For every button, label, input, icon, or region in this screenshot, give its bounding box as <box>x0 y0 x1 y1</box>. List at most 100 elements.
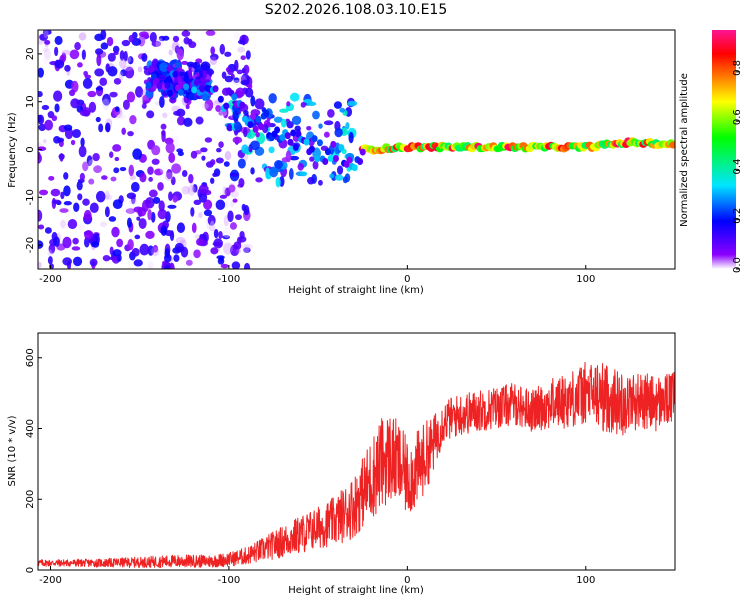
spectrogram-cell <box>102 93 111 106</box>
spectrogram-cell <box>203 199 213 210</box>
spectrogram-cell <box>227 69 234 76</box>
spectrogram-cell <box>50 188 61 197</box>
spectrogram-cell <box>233 77 240 83</box>
spectrogram-cell <box>47 249 53 257</box>
spectrogram-cell <box>185 104 190 110</box>
colorbar-tick-label: 0.0 <box>732 257 743 273</box>
spectrogram-cell <box>336 165 344 175</box>
spectrogram-cell <box>44 119 54 131</box>
spectrogram-cell <box>291 115 302 125</box>
spectrogram-ridge-cell <box>346 156 353 164</box>
spectrogram-cell <box>44 227 52 234</box>
spectrogram-cell <box>268 93 277 104</box>
spectrogram-cell <box>127 56 134 65</box>
spectrogram-cell <box>209 224 216 232</box>
spectrogram-cell <box>174 61 182 68</box>
spectrogram-cell <box>80 137 85 148</box>
spectrogram-cell <box>108 216 117 222</box>
spectrogram-ridge-cell <box>199 85 206 93</box>
spectrogram-cell <box>38 224 45 230</box>
spectrogram-cell <box>109 151 114 159</box>
spectrogram-cell <box>200 61 211 71</box>
spectrogram-cell <box>132 122 140 134</box>
spectrogram-cell <box>62 257 72 266</box>
spectrogram-cell <box>173 254 180 262</box>
spectrogram-cell <box>152 196 161 204</box>
spectrogram-cell <box>71 80 79 93</box>
spectrogram-cell <box>47 256 53 265</box>
spectrogram-cell <box>204 137 213 143</box>
spectrogram-cell <box>39 33 48 41</box>
snr-x-axis-label: Height of straight line (km) <box>288 585 424 596</box>
y-tick-label: 400 <box>25 419 36 438</box>
spectrogram-cell <box>83 70 88 77</box>
spectrogram-cell <box>210 247 219 255</box>
spectrogram-cell <box>235 87 246 98</box>
spectrogram-cell <box>105 194 113 201</box>
spectrogram-cell <box>79 109 90 117</box>
spectrogram-cell <box>150 211 156 223</box>
spectrogram-cell <box>300 101 306 108</box>
spectrogram-cell <box>38 153 42 164</box>
spectrogram-cell <box>168 152 176 164</box>
spectrogram-cell <box>163 77 173 84</box>
spectrogram-cell <box>235 214 242 221</box>
spectrogram-cell <box>147 245 155 256</box>
spectrogram-cell <box>121 127 126 135</box>
spectrogram-cell <box>318 179 323 186</box>
spectrogram-cell <box>38 67 44 78</box>
spectrogram-cell <box>134 234 141 240</box>
spectrogram-cell <box>102 254 111 262</box>
spectrogram-cell <box>49 263 54 269</box>
spectrogram-cell <box>204 99 214 112</box>
spectrogram-ridge-cell <box>177 88 184 96</box>
spectrogram-cell <box>113 51 119 56</box>
spectrogram-cell <box>297 162 304 171</box>
spectrogram-cell <box>345 122 350 130</box>
spectrogram-cell <box>92 153 100 162</box>
spectrogram-cell <box>229 244 240 257</box>
spectrogram-ridge-cell <box>239 101 246 109</box>
spectrogram-cell <box>275 177 281 188</box>
spectrogram-ridge-cell <box>148 65 155 73</box>
spectrogram-cell <box>239 230 245 240</box>
spectrogram-cell <box>151 145 161 156</box>
spectrogram-cell <box>329 173 335 179</box>
spectrogram-cell <box>289 92 300 102</box>
spectrogram-cell <box>170 176 176 186</box>
spectrogram-cell <box>201 155 206 161</box>
spectrogram-cell <box>185 259 193 266</box>
snr-panel: -200 -100 0 100 0 200 400 600 Height of straigh… <box>7 332 676 596</box>
spectrogram-cell <box>119 58 127 69</box>
spectrogram-cell <box>227 210 234 223</box>
spectrogram-cell <box>207 214 216 226</box>
spectrogram-cell <box>61 49 71 56</box>
spectrogram-cell <box>54 35 63 45</box>
spectrogram-cell <box>145 230 155 239</box>
spectrogram-cell <box>148 189 158 198</box>
spectrogram-ridge-cell <box>311 135 318 143</box>
spectrogram-cell <box>218 256 224 262</box>
spectrogram-ridge-cell <box>295 130 302 138</box>
spectrogram-cell <box>228 184 236 193</box>
spectrogram-cell <box>233 121 242 132</box>
spectrogram-cell <box>43 48 52 60</box>
spectrogram-cell <box>63 124 73 131</box>
spectrogram-cell <box>224 51 232 57</box>
spectrogram-cell <box>149 31 157 43</box>
spectrogram-cell <box>232 110 239 122</box>
spectrogram-cell <box>213 228 219 239</box>
spectrogram-cell <box>104 206 110 218</box>
spectrogram-cell <box>157 208 167 220</box>
spectrogram-cell <box>42 30 52 36</box>
spectrogram-cell <box>306 125 312 131</box>
spectrogram-cell <box>95 48 104 55</box>
y-tick-label: 0 <box>25 146 36 152</box>
spectrogram-cell <box>327 108 335 118</box>
spectrogram-ridge-cell <box>191 86 198 94</box>
spectrogram-cell <box>166 169 173 180</box>
spectrogram-cell <box>151 246 160 257</box>
spectrogram-cell <box>192 183 198 193</box>
spectrogram-cell <box>201 32 208 39</box>
spectrogram-cell <box>112 45 120 54</box>
